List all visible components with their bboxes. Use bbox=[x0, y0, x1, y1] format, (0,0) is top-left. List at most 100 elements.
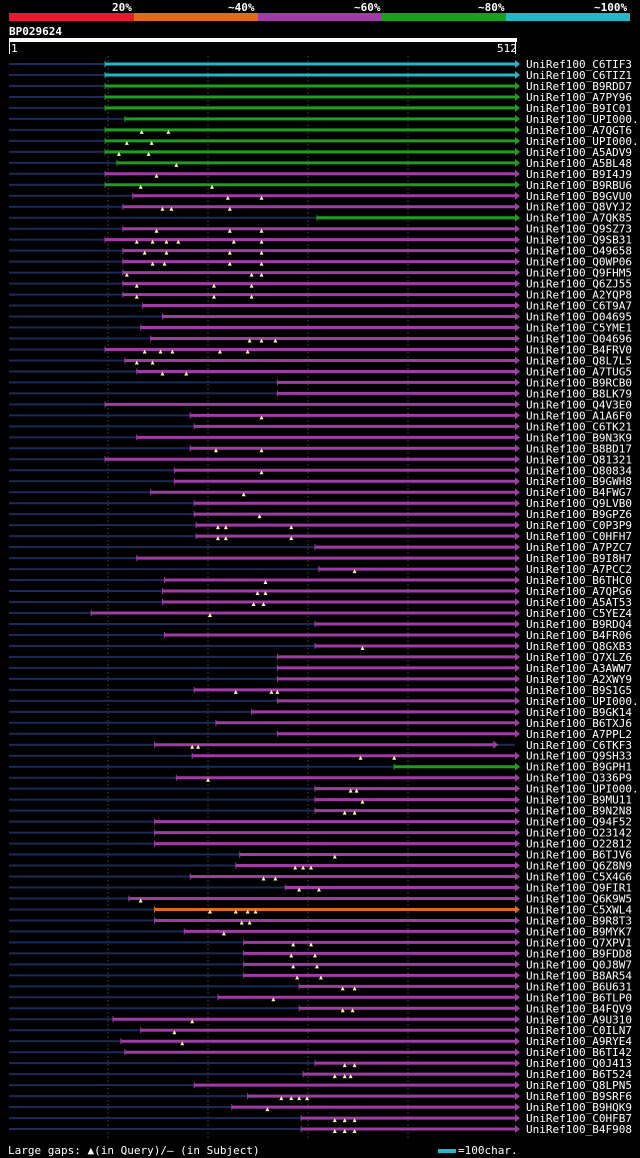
gap-marker bbox=[139, 129, 144, 134]
hit-label: UniRef100_A2YQP8 bbox=[526, 289, 632, 302]
hit-label: UniRef100_Q6Z8N9 bbox=[526, 860, 632, 873]
gap-marker bbox=[259, 250, 264, 255]
gap-marker bbox=[289, 536, 294, 541]
hit-label: UniRef100_A9RYE4 bbox=[526, 1035, 632, 1048]
hit-arrow bbox=[515, 213, 520, 222]
hit-label: UniRef100_B8LK79 bbox=[526, 387, 632, 400]
hit-label: UniRef100_A1A6F0 bbox=[526, 409, 632, 422]
hit-label: UniRef100_UPI000.. bbox=[526, 113, 640, 126]
legend-bar-40 bbox=[134, 13, 258, 21]
gap-marker bbox=[233, 689, 238, 694]
hit-label: UniRef100_C0P3P9 bbox=[526, 519, 632, 532]
gap-marker bbox=[166, 129, 171, 134]
hit-arrow bbox=[515, 1114, 520, 1123]
hit-label: UniRef100_Q4V3E0 bbox=[526, 398, 632, 411]
gap-marker bbox=[169, 206, 174, 211]
hit-arrow bbox=[515, 81, 520, 90]
hit-arrow bbox=[515, 971, 520, 980]
gap-marker bbox=[208, 613, 213, 617]
gap-marker bbox=[259, 470, 264, 475]
hit-arrow bbox=[515, 334, 520, 343]
gap-marker bbox=[227, 228, 232, 233]
hit-label: UniRef100_A7PPL2 bbox=[526, 728, 632, 741]
hit-arrow bbox=[515, 103, 520, 112]
hit-arrow bbox=[515, 1026, 520, 1035]
hit-arrow bbox=[515, 169, 520, 178]
hit-arrow bbox=[515, 883, 520, 892]
gap-marker bbox=[206, 777, 211, 782]
gap-marker bbox=[297, 1096, 302, 1101]
gap-marker bbox=[314, 964, 319, 969]
gap-marker bbox=[221, 931, 226, 936]
hit-label: UniRef100_B6TLP0 bbox=[526, 991, 632, 1004]
hit-label: UniRef100_Q8VYJ2 bbox=[526, 201, 632, 214]
hit-label: UniRef100_A3AWW7 bbox=[526, 662, 632, 675]
gap-marker bbox=[289, 1096, 294, 1101]
gap-marker bbox=[134, 360, 139, 365]
gap-marker bbox=[247, 338, 252, 343]
hit-arrow bbox=[515, 136, 520, 145]
legend-bar-60 bbox=[258, 13, 382, 21]
gap-marker bbox=[160, 371, 165, 376]
hit-label: UniRef100_B9N3K9 bbox=[526, 431, 632, 444]
gap-marker bbox=[259, 261, 264, 266]
footer-gap-legend: Large gaps: ▲(in Query)/– (in Subject) bbox=[8, 1144, 260, 1157]
hit-arrow bbox=[515, 751, 520, 760]
hit-arrow bbox=[515, 466, 520, 475]
hit-label: UniRef100_O04696 bbox=[526, 333, 632, 346]
hit-label: UniRef100_Q81321 bbox=[526, 453, 632, 466]
hit-arrow bbox=[515, 411, 520, 420]
gap-marker bbox=[293, 865, 298, 870]
gap-marker bbox=[138, 184, 143, 189]
hit-arrow bbox=[515, 993, 520, 1002]
gap-marker bbox=[211, 283, 216, 288]
legend-label-40: ~40% bbox=[228, 1, 255, 14]
hit-label: UniRef100_A2XWY9 bbox=[526, 673, 632, 686]
hit-arrow bbox=[515, 795, 520, 804]
gap-marker bbox=[289, 953, 294, 958]
hit-arrow bbox=[515, 279, 520, 288]
gap-marker bbox=[318, 975, 323, 980]
hit-arrow bbox=[515, 685, 520, 694]
gap-marker bbox=[263, 580, 268, 585]
color-legend: 20% ~40% ~60% ~80% ~100% bbox=[0, 0, 640, 22]
hit-label: UniRef100_B4FQV9 bbox=[526, 1002, 632, 1015]
gap-marker bbox=[297, 887, 302, 892]
hit-label: UniRef100_UPI000.. bbox=[526, 783, 640, 796]
hit-arrow bbox=[515, 806, 520, 815]
gap-marker bbox=[352, 810, 357, 815]
hit-arrow bbox=[515, 70, 520, 79]
hit-label: UniRef100_Q9FHM5 bbox=[526, 267, 632, 280]
hit-arrow bbox=[515, 718, 520, 727]
hit-label: UniRef100_O22812 bbox=[526, 838, 632, 851]
query-ruler bbox=[9, 38, 517, 42]
gap-marker bbox=[255, 591, 260, 596]
hit-arrow bbox=[515, 554, 520, 563]
hit-label: UniRef100_B9MYK7 bbox=[526, 925, 632, 938]
hit-label: UniRef100_B9MU11 bbox=[526, 794, 632, 807]
ruler-start-label: 1 bbox=[11, 42, 18, 55]
hit-arrow bbox=[515, 433, 520, 442]
gap-marker bbox=[251, 602, 256, 607]
hit-label: UniRef100_Q0J8W7 bbox=[526, 958, 632, 971]
hit-arrow bbox=[515, 378, 520, 387]
gap-marker bbox=[305, 1096, 310, 1101]
hit-label: UniRef100_A7QGT6 bbox=[526, 124, 632, 137]
query-id: BP029624 bbox=[9, 25, 62, 38]
hit-arrow bbox=[515, 1015, 520, 1024]
gap-marker bbox=[180, 1041, 185, 1046]
gap-marker bbox=[352, 1063, 357, 1068]
gap-marker bbox=[154, 173, 159, 178]
gap-marker bbox=[213, 448, 218, 453]
legend-bar-80 bbox=[382, 13, 506, 21]
hit-label: UniRef100_B6THC0 bbox=[526, 574, 632, 587]
scale-label: =100char. bbox=[458, 1144, 518, 1157]
hit-arrow bbox=[515, 619, 520, 628]
hit-arrow bbox=[515, 850, 520, 859]
gap-marker bbox=[279, 1096, 284, 1101]
hit-arrow bbox=[515, 872, 520, 881]
gap-marker bbox=[259, 415, 264, 420]
hit-arrow bbox=[515, 905, 520, 914]
hit-label: UniRef100_C6T9A7 bbox=[526, 300, 632, 313]
